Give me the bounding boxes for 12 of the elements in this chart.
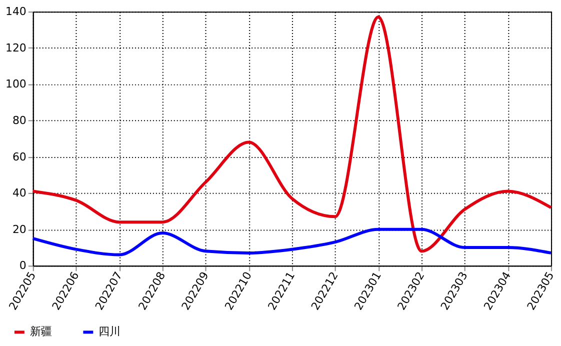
y-tick-label: 120 (6, 41, 26, 54)
y-tick-label: 0 (19, 259, 26, 272)
legend-label: 新疆 (30, 325, 52, 338)
legend-label: 四川 (98, 325, 121, 338)
line-series (31, 16, 553, 253)
y-tick-label: 80 (12, 114, 26, 127)
y-tick-label: 100 (6, 78, 26, 91)
y-tick-label: 60 (12, 150, 26, 164)
line-series (31, 228, 553, 256)
y-tick-label: 140 (6, 5, 26, 18)
y-tick-label: 20 (12, 222, 26, 236)
y-tick-label: 40 (12, 186, 26, 200)
